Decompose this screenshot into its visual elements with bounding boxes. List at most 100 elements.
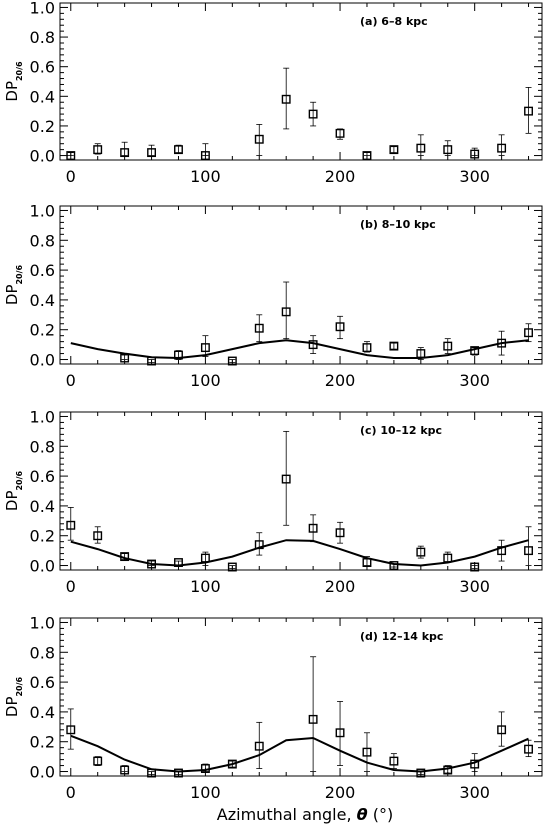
data-point (416, 143, 426, 153)
data-point (254, 540, 264, 550)
y-tick-label: 1.0 (30, 0, 55, 17)
y-axis-label-main: DP (3, 285, 21, 306)
y-tick-label: 0.4 (30, 703, 55, 722)
x-tick-label: 200 (325, 167, 356, 186)
data-point (200, 764, 210, 773)
y-tick-label: 0.4 (30, 291, 55, 310)
data-point (120, 552, 130, 562)
y-tick-label: 0.2 (30, 527, 55, 546)
data-point (308, 109, 318, 119)
y-tick-label: 0.8 (30, 231, 55, 250)
data-point (147, 148, 157, 158)
x-tick-label: 200 (325, 783, 356, 802)
x-tick-label: 200 (325, 371, 356, 390)
y-tick-label: 0.8 (30, 28, 55, 47)
y-tick-label: 0.6 (30, 261, 55, 280)
data-point (362, 747, 372, 757)
data-point (470, 149, 480, 159)
y-axis-label: DP20/6 (3, 470, 24, 511)
y-tick-label: 0.6 (30, 58, 55, 77)
data-point (389, 341, 399, 351)
y-tick-label: 1.0 (30, 201, 55, 220)
data-point (254, 323, 264, 333)
data-point (443, 765, 453, 775)
y-axis-label-main: DP (3, 697, 21, 718)
plot-frame (59, 617, 543, 777)
data-point (443, 553, 453, 563)
data-point (281, 474, 291, 484)
data-point (497, 338, 507, 348)
y-tick-label: 0.0 (30, 763, 55, 782)
x-tick-label: 0 (66, 783, 76, 802)
data-point (416, 547, 426, 557)
x-tick-label: 100 (190, 371, 221, 390)
data-point (416, 768, 426, 778)
data-point (389, 756, 399, 766)
data-point (443, 145, 453, 155)
y-axis-label-subscript: 20/6 (15, 61, 24, 81)
data-point (497, 546, 507, 556)
x-tick-label: 0 (66, 577, 76, 596)
model-curve (70, 734, 529, 773)
y-tick-label: 0.2 (30, 117, 55, 136)
data-point (470, 759, 480, 769)
data-point (174, 558, 183, 567)
data-point (174, 145, 183, 155)
data-point (497, 725, 507, 735)
y-tick-label: 0.2 (30, 733, 55, 752)
data-point (335, 728, 345, 738)
data-point (66, 520, 76, 530)
data-point (362, 343, 372, 353)
data-point (524, 744, 533, 754)
data-point (174, 350, 183, 360)
y-tick-label: 0.6 (30, 673, 55, 692)
y-axis-label-subscript: 20/6 (15, 470, 24, 490)
data-point (470, 346, 480, 356)
plot-frame (59, 205, 543, 365)
x-tick-label: 100 (190, 783, 221, 802)
data-point (308, 714, 318, 724)
panel-label: (b) 8–10 kpc (360, 218, 436, 231)
panel-b: 0.0 0.2 0.4 0.6 0.8 1.0 0 100 200 300 DP20/6 (b) 8–… (3, 201, 543, 390)
data-point (147, 356, 157, 366)
x-tick-label: 100 (190, 167, 221, 186)
x-tick-label: 200 (325, 577, 356, 596)
y-axis-label-subscript: 20/6 (15, 264, 24, 284)
y-axis-label-subscript: 20/6 (15, 676, 24, 696)
y-axis-label: DP20/6 (3, 264, 24, 305)
data-point (389, 145, 399, 155)
data-point (93, 756, 103, 766)
data-point (66, 725, 76, 735)
y-tick-label: 0.4 (30, 87, 55, 106)
panel-label: (d) 12–14 kpc (360, 630, 443, 643)
data-point (335, 128, 345, 138)
data-point (200, 151, 210, 161)
data-point (389, 561, 399, 570)
data-point (147, 559, 157, 569)
data-point (524, 328, 533, 338)
x-tick-label: 300 (459, 167, 490, 186)
data-point (93, 531, 103, 541)
data-point (443, 341, 453, 351)
data-point (416, 349, 426, 359)
y-axis-label-main: DP (3, 491, 21, 512)
x-axis-label: Azimuthal angle, θ (°) (217, 805, 393, 824)
panel-a: 0.0 0.2 0.4 0.6 0.8 1.0 0 100 200 300 DP20/6 (a) 6–… (3, 0, 543, 186)
model-curve (70, 539, 529, 567)
data-point (254, 741, 264, 751)
y-tick-label: 1.0 (30, 407, 55, 426)
data-point (524, 546, 533, 556)
data-point (227, 356, 237, 366)
data-point (497, 143, 507, 153)
data-point (281, 307, 291, 317)
data-point (335, 322, 345, 332)
data-point (120, 765, 130, 775)
x-tick-label: 300 (459, 371, 490, 390)
y-tick-label: 0.8 (30, 437, 55, 456)
model-curve (70, 339, 529, 360)
x-tick-label: 300 (459, 577, 490, 596)
data-point (200, 553, 210, 563)
panel-label: (a) 6–8 kpc (360, 15, 428, 28)
